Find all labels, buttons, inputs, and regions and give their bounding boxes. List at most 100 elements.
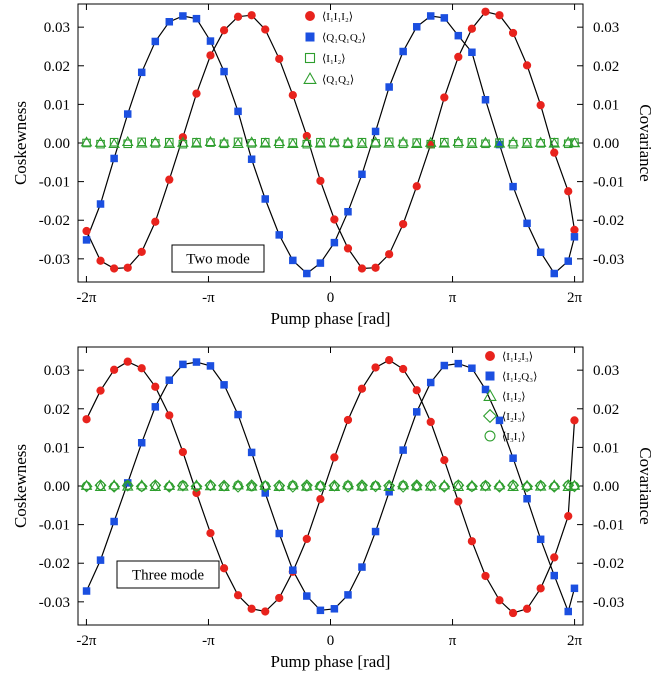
data-point xyxy=(179,360,187,369)
data-point xyxy=(523,494,531,503)
data-point xyxy=(286,480,299,493)
legend-marker xyxy=(303,72,317,84)
data-point xyxy=(247,604,256,613)
data-point xyxy=(123,263,132,272)
data-point xyxy=(570,225,579,234)
data-point xyxy=(570,584,579,593)
data-point xyxy=(521,479,533,490)
y-tick-label-right: -0.02 xyxy=(593,556,624,572)
data-point xyxy=(549,481,559,492)
data-point xyxy=(165,18,174,26)
data-point xyxy=(218,136,230,147)
data-point xyxy=(509,454,517,462)
data-point xyxy=(570,233,579,241)
data-point xyxy=(454,31,463,40)
y-tick-label-right: 0.00 xyxy=(593,136,619,152)
data-point xyxy=(383,137,395,148)
data-point xyxy=(178,447,188,457)
data-point xyxy=(151,382,160,391)
data-point xyxy=(562,136,575,147)
y-tick-label-right: 0.03 xyxy=(593,363,619,379)
data-point xyxy=(314,137,327,148)
legend-marker xyxy=(483,389,497,401)
y-tick-label-right: 0.02 xyxy=(593,59,619,75)
data-point xyxy=(302,482,312,492)
y-axis-title-left: Coskewness xyxy=(11,101,30,185)
data-point xyxy=(316,495,325,504)
y-tick-label-left: -0.01 xyxy=(39,518,70,534)
data-point xyxy=(190,137,203,148)
y-tick-label-right: -0.03 xyxy=(593,595,624,611)
data-point xyxy=(177,480,189,491)
legend-label: ⟨I₁I₂Q₃⟩ xyxy=(502,371,537,383)
data-point xyxy=(110,517,118,526)
y-tick-label-right: 0.03 xyxy=(593,20,619,36)
chart-panel-1: 0.03 0.03 0.02 0.02 0.01 0.01 0.00 0.00 -0.01 -0.… xyxy=(11,3,654,328)
data-point xyxy=(481,96,490,104)
data-point xyxy=(273,135,286,147)
data-point xyxy=(495,416,504,425)
data-point xyxy=(424,136,437,147)
data-point xyxy=(440,93,449,102)
data-point xyxy=(82,226,91,236)
data-point xyxy=(135,137,148,148)
data-series xyxy=(82,12,579,278)
legend-label: ⟨I₁I₁I₂⟩ xyxy=(322,11,353,23)
data-point xyxy=(163,479,176,490)
data-point xyxy=(219,564,229,573)
data-point xyxy=(261,607,270,616)
data-point xyxy=(397,136,409,147)
data-point xyxy=(259,137,272,148)
data-point xyxy=(96,200,105,208)
data-point xyxy=(179,12,187,20)
data-point xyxy=(151,37,160,46)
data-point xyxy=(412,482,422,492)
data-point xyxy=(371,263,380,272)
data-point xyxy=(206,51,215,60)
data-point xyxy=(358,170,366,179)
data-point xyxy=(454,359,463,368)
data-point xyxy=(468,364,476,372)
data-point xyxy=(178,480,188,490)
data-point xyxy=(535,480,546,491)
legend-label: ⟨Q₁Q₁Q₂⟩ xyxy=(322,32,366,44)
data-point xyxy=(356,137,368,148)
data-point xyxy=(219,26,229,35)
data-point xyxy=(275,593,284,603)
x-tick-label: 0 xyxy=(327,290,335,306)
data-point xyxy=(137,68,146,77)
y-tick-label-right: -0.01 xyxy=(593,518,624,534)
data-point xyxy=(397,480,410,493)
x-tick-label: -π xyxy=(202,633,215,649)
data-point xyxy=(358,563,366,571)
data-point xyxy=(123,479,132,487)
y-tick-label-right: 0.02 xyxy=(593,402,619,418)
y-tick-label-left: -0.02 xyxy=(39,556,70,572)
data-point xyxy=(82,236,91,244)
data-point xyxy=(219,481,229,492)
data-point xyxy=(245,136,258,147)
legend-marker xyxy=(482,408,498,424)
data-point xyxy=(570,416,579,425)
legend-label: ⟨I₁I₂I₃⟩ xyxy=(502,351,533,363)
legend-marker xyxy=(305,32,315,42)
data-point xyxy=(493,137,506,148)
y-tick-label-left: 0.00 xyxy=(44,136,70,152)
y-tick-label-right: -0.01 xyxy=(593,175,624,191)
x-axis-title: Pump phase [rad] xyxy=(271,309,391,328)
data-point xyxy=(508,608,518,618)
data-point xyxy=(453,480,463,490)
data-point xyxy=(548,137,561,148)
data-point xyxy=(261,489,269,497)
data-point xyxy=(275,529,283,538)
data-point xyxy=(165,175,174,184)
data-point xyxy=(137,439,146,447)
data-point xyxy=(260,480,270,491)
data-point xyxy=(302,131,311,141)
legend-marker xyxy=(485,351,495,361)
data-series xyxy=(82,358,579,616)
data-point xyxy=(385,356,394,365)
data-series xyxy=(81,480,580,492)
data-point xyxy=(302,534,311,544)
